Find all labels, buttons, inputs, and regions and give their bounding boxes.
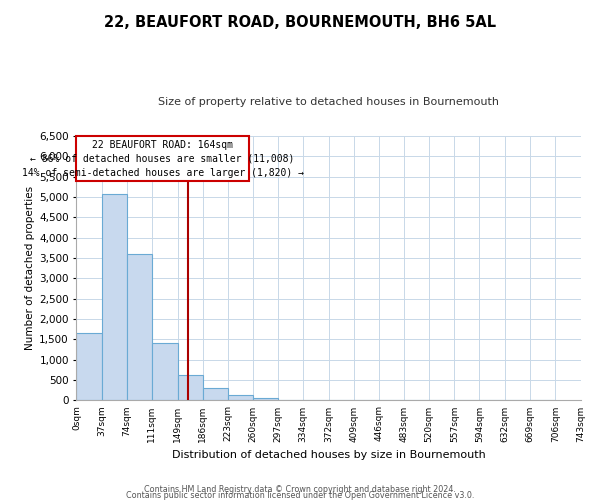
Bar xyxy=(228,394,253,400)
Bar xyxy=(127,254,152,400)
Text: 22 BEAUFORT ROAD: 164sqm: 22 BEAUFORT ROAD: 164sqm xyxy=(92,140,233,150)
Text: ← 86% of detached houses are smaller (11,008): ← 86% of detached houses are smaller (11… xyxy=(31,154,295,164)
Bar xyxy=(178,375,203,400)
Bar xyxy=(76,334,101,400)
Y-axis label: Number of detached properties: Number of detached properties xyxy=(25,186,35,350)
Text: 14% of semi-detached houses are larger (1,820) →: 14% of semi-detached houses are larger (… xyxy=(22,168,304,178)
X-axis label: Distribution of detached houses by size in Bournemouth: Distribution of detached houses by size … xyxy=(172,450,485,460)
Bar xyxy=(203,388,228,400)
FancyBboxPatch shape xyxy=(76,136,249,181)
Text: Contains HM Land Registry data © Crown copyright and database right 2024.: Contains HM Land Registry data © Crown c… xyxy=(144,484,456,494)
Text: 22, BEAUFORT ROAD, BOURNEMOUTH, BH6 5AL: 22, BEAUFORT ROAD, BOURNEMOUTH, BH6 5AL xyxy=(104,15,496,30)
Title: Size of property relative to detached houses in Bournemouth: Size of property relative to detached ho… xyxy=(158,98,499,108)
Bar xyxy=(152,342,178,400)
Text: Contains public sector information licensed under the Open Government Licence v3: Contains public sector information licen… xyxy=(126,490,474,500)
Bar xyxy=(101,194,127,400)
Bar xyxy=(253,398,278,400)
